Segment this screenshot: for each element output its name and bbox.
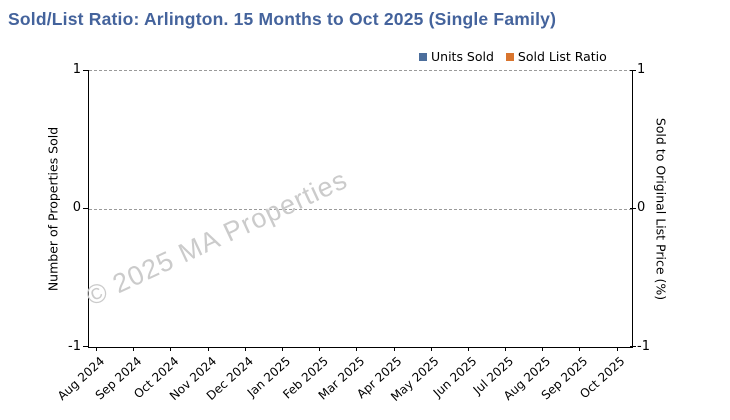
x-tick-mark bbox=[319, 347, 321, 351]
left-axis-tick-label: 1 bbox=[72, 62, 81, 77]
x-tick-mark bbox=[133, 347, 135, 351]
legend: Units Sold Sold List Ratio bbox=[419, 49, 607, 64]
x-tick-mark bbox=[207, 347, 209, 351]
gridline-y0 bbox=[89, 208, 632, 210]
x-tick-mark bbox=[579, 347, 581, 351]
x-tick-mark bbox=[393, 347, 395, 351]
legend-label-units-sold: Units Sold bbox=[431, 49, 494, 64]
chart-title: Sold/List Ratio: Arlington. 15 Months to… bbox=[8, 9, 557, 29]
plot-area: 1 0 -1 1 0 -1 Number of Properties Sold … bbox=[46, 63, 669, 404]
left-axis-tick bbox=[83, 346, 89, 347]
legend-label-sold-list-ratio: Sold List Ratio bbox=[517, 49, 607, 64]
left-axis-title: Number of Properties Sold bbox=[45, 126, 61, 291]
right-axis-tick bbox=[630, 70, 636, 71]
gridline-y1 bbox=[89, 70, 632, 71]
units-sold-marker-icon bbox=[419, 52, 427, 61]
legend-item-sold-list-ratio: Sold List Ratio bbox=[505, 49, 607, 64]
sold-list-ratio-marker-icon bbox=[505, 52, 514, 61]
x-tick-mark bbox=[170, 347, 172, 351]
x-tick-mark bbox=[244, 347, 246, 351]
x-tick-mark bbox=[430, 347, 432, 351]
x-tick-mark bbox=[356, 347, 358, 351]
left-axis-tick bbox=[83, 207, 89, 209]
left-axis-tick-label: -1 bbox=[68, 339, 81, 354]
right-axis-tick-label: 0 bbox=[637, 199, 646, 215]
x-tick-mark bbox=[96, 347, 98, 351]
x-tick-mark bbox=[505, 347, 507, 351]
right-axis-tick-label: 1 bbox=[637, 62, 646, 77]
right-axis-tick bbox=[630, 346, 636, 347]
x-tick-mark bbox=[542, 347, 544, 351]
legend-item-units-sold: Units Sold bbox=[419, 49, 494, 64]
x-tick-mark bbox=[281, 347, 283, 351]
right-axis-title: Sold to Original List Price (%) bbox=[653, 117, 669, 300]
right-axis-tick-label: -1 bbox=[637, 339, 650, 354]
left-axis-tick bbox=[83, 70, 89, 71]
right-axis-tick bbox=[630, 207, 636, 209]
x-tick-mark bbox=[467, 347, 469, 351]
x-tick-mark bbox=[616, 347, 618, 351]
left-axis-tick-label: 0 bbox=[72, 199, 81, 215]
